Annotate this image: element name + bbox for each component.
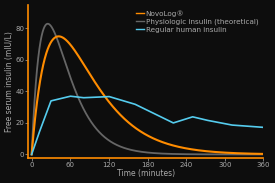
- X-axis label: Time (minutes): Time (minutes): [117, 169, 175, 178]
- Y-axis label: Free serum insulin (mIU/L): Free serum insulin (mIU/L): [5, 31, 14, 132]
- Legend: NovoLog®, Physiologic insulin (theoretical), Regular human insulin: NovoLog®, Physiologic insulin (theoretic…: [135, 8, 260, 34]
